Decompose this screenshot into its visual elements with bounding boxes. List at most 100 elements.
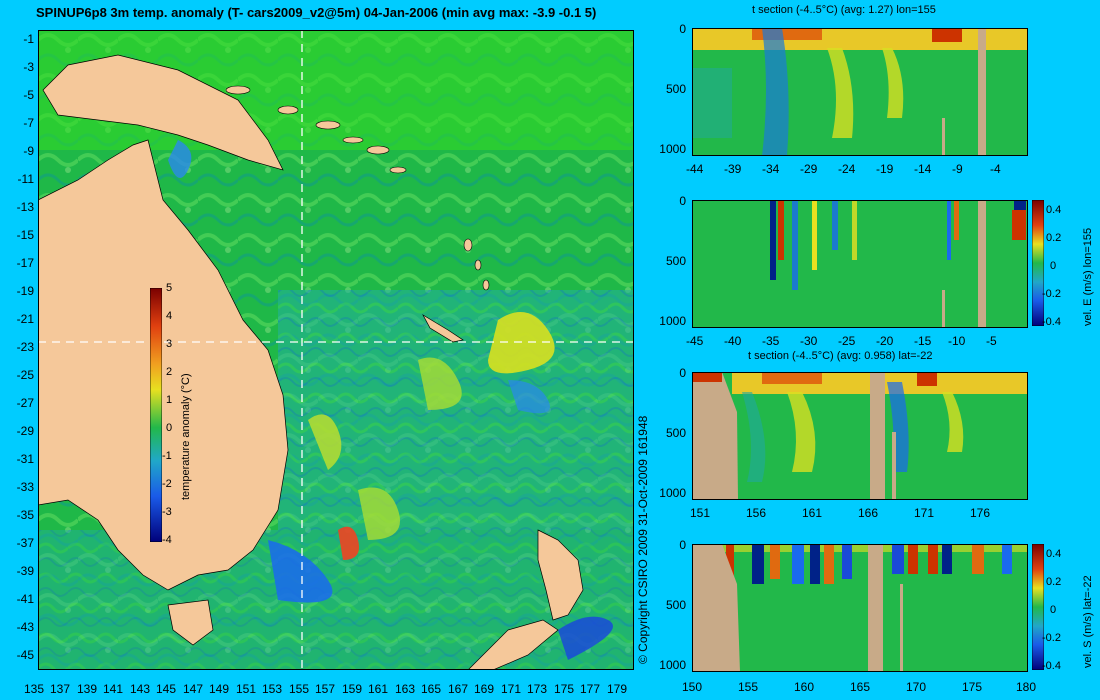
x-tick: -20	[876, 334, 894, 348]
cb-tick: 0.4	[1046, 204, 1062, 216]
section1-title: t section (-4..5°C) (avg: 1.27) lon=155	[752, 4, 936, 16]
x-tick: 166	[858, 506, 879, 520]
x-tick: -34	[762, 162, 780, 176]
x-tick: -30	[800, 334, 818, 348]
velE-colorbar-ticks: 0.4 0.2 0 -0.2 -0.4	[1042, 200, 1076, 330]
y-tick: 0	[679, 194, 686, 208]
y-tick: -15	[16, 228, 34, 242]
y-tick: -27	[16, 396, 34, 410]
x-tick: 151	[690, 506, 711, 520]
y-tick: 1000	[659, 486, 686, 500]
cb-tick: -0.4	[1042, 316, 1061, 328]
y-tick: -45	[16, 648, 34, 662]
x-tick: 161	[802, 506, 823, 520]
map-colorbar	[149, 287, 163, 543]
y-tick: -9	[23, 144, 34, 158]
x-tick: 163	[395, 682, 416, 696]
y-tick: -37	[16, 536, 34, 550]
y-tick: 500	[665, 426, 686, 440]
x-tick: 145	[156, 682, 177, 696]
x-tick: 167	[448, 682, 469, 696]
section2-x-axis: -45 -40 -35 -30 -25 -20 -15 -10 -5	[686, 334, 1026, 350]
x-tick: 143	[130, 682, 151, 696]
y-tick: -13	[16, 200, 34, 214]
y-tick: -29	[16, 424, 34, 438]
x-tick: -29	[800, 162, 818, 176]
main-map-svg	[37, 30, 634, 671]
x-tick: -44	[686, 162, 704, 176]
y-tick: -21	[16, 312, 34, 326]
velS-colorbar-ticks: 0.4 0.2 0 -0.2 -0.4	[1042, 544, 1076, 674]
x-tick: 169	[474, 682, 495, 696]
section3-title: t section (-4..5°C) (avg: 0.958) lat=-22	[748, 350, 933, 362]
map-colorbar-label: temperature anomaly (°C)	[180, 373, 192, 500]
y-tick: -17	[16, 256, 34, 270]
section3-y-axis: 0 500 1000	[640, 364, 690, 504]
t-section-lat-svg	[692, 372, 1028, 500]
x-tick: -35	[762, 334, 780, 348]
velE-section-lon-svg	[692, 200, 1028, 328]
cb-tick: -3	[162, 506, 172, 518]
cb-tick: 3	[166, 338, 173, 350]
cb-tick: 0.2	[1046, 232, 1062, 244]
x-tick: 137	[50, 682, 71, 696]
velE-section-lon	[692, 200, 1028, 328]
y-tick: 0	[679, 538, 686, 552]
cb-tick: 0.4	[1046, 548, 1062, 560]
x-tick: 135	[24, 682, 45, 696]
y-tick: 1000	[659, 142, 686, 156]
x-tick: 139	[77, 682, 98, 696]
section1-x-axis: -44 -39 -34 -29 -24 -19 -14 -9 -4	[686, 162, 1026, 178]
x-tick: 156	[746, 506, 767, 520]
y-tick: -39	[16, 564, 34, 578]
x-tick: 175	[962, 680, 983, 694]
section4-x-axis: 150 155 160 165 170 175 180	[682, 680, 1042, 696]
t-section-lon	[692, 28, 1028, 156]
y-tick: -19	[16, 284, 34, 298]
x-tick: 179	[607, 682, 628, 696]
cb-tick: -0.2	[1042, 288, 1061, 300]
y-tick: -1	[23, 32, 34, 46]
x-tick: 165	[421, 682, 442, 696]
cb-tick: 0.2	[1046, 576, 1062, 588]
x-tick: 141	[103, 682, 124, 696]
x-tick: 159	[342, 682, 363, 696]
x-tick: -45	[686, 334, 704, 348]
map-colorbar-gradient	[149, 287, 163, 543]
cb-tick: 0	[1050, 604, 1057, 616]
velE-colorbar	[1031, 199, 1045, 327]
y-tick: 0	[679, 366, 686, 380]
cb-tick: 0	[1050, 260, 1057, 272]
cb-tick: -4	[162, 534, 172, 546]
cb-tick: -1	[162, 450, 172, 462]
cb-tick: 5	[166, 282, 173, 294]
y-tick: -41	[16, 592, 34, 606]
y-tick: -25	[16, 368, 34, 382]
x-tick: 147	[183, 682, 204, 696]
x-tick: 150	[682, 680, 703, 694]
velS-colorbar-label: vel. S (m/s) lat=-22	[1082, 575, 1094, 668]
section4-y-axis: 0 500 1000	[640, 536, 690, 676]
x-tick: -5	[986, 334, 997, 348]
y-tick: -3	[23, 60, 34, 74]
y-tick: 1000	[659, 314, 686, 328]
x-tick: 157	[315, 682, 336, 696]
map-y-axis: -1 -3 -5 -7 -9 -11 -13 -15 -17 -19 -21 -…	[0, 30, 36, 670]
map-x-axis: 135 137 139 141 143 145 147 149 151 153 …	[24, 682, 644, 698]
t-section-lat	[692, 372, 1028, 500]
velS-section-lat-svg	[692, 544, 1028, 672]
y-tick: 0	[679, 22, 686, 36]
x-tick: -24	[838, 162, 856, 176]
x-tick: -4	[990, 162, 1001, 176]
y-tick: 500	[665, 598, 686, 612]
cb-tick: -0.2	[1042, 632, 1061, 644]
x-tick: 149	[209, 682, 230, 696]
x-tick: 165	[850, 680, 871, 694]
velS-colorbar	[1031, 543, 1045, 671]
t-section-lon-svg	[692, 28, 1028, 156]
x-tick: 173	[527, 682, 548, 696]
cb-tick: 1	[166, 394, 173, 406]
x-tick: 161	[368, 682, 389, 696]
section1-y-axis: 0 500 1000	[640, 20, 690, 160]
x-tick: 171	[914, 506, 935, 520]
